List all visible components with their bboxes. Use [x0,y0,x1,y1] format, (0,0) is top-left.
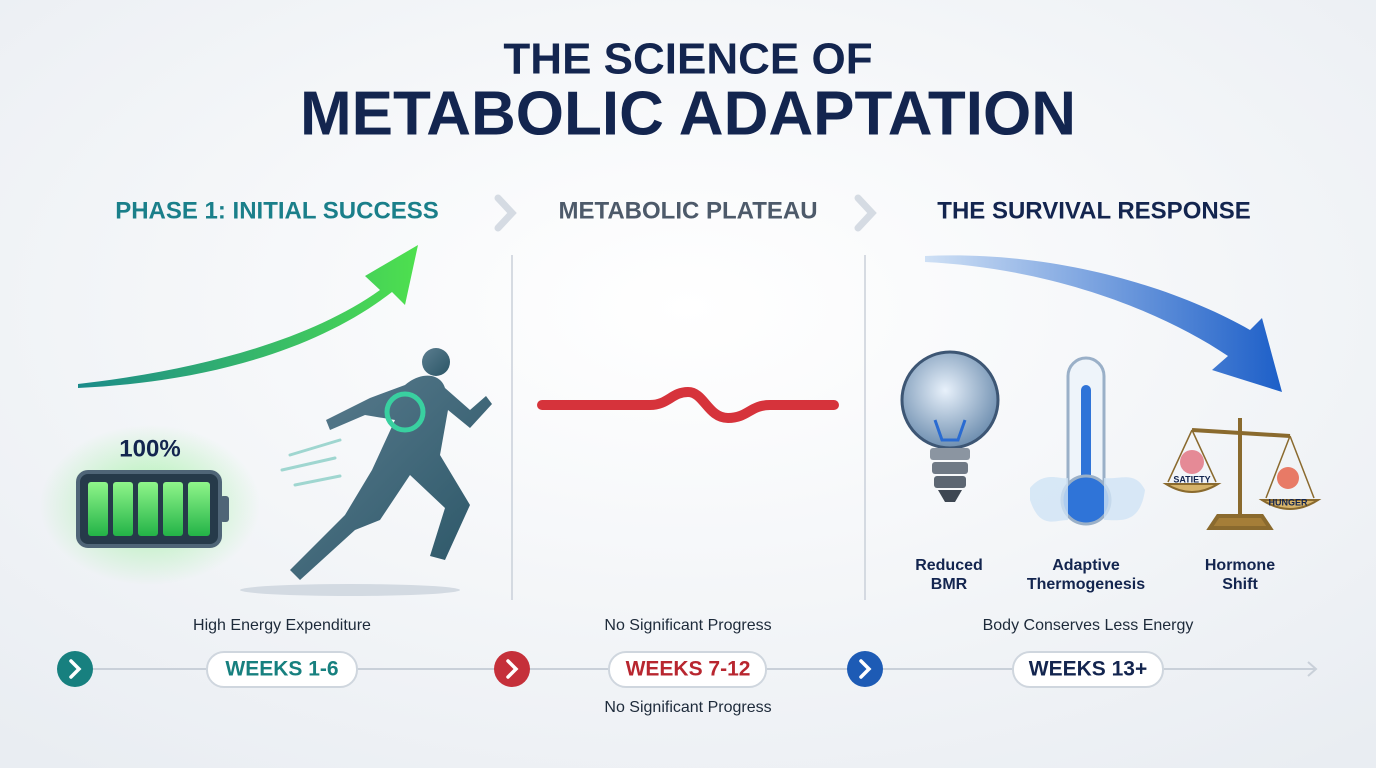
shadow [240,584,460,596]
gear-icon [384,391,426,433]
icon-label: Reduced [915,557,983,574]
runner [290,348,492,580]
caption: No Significant Progress [604,699,771,716]
chevron [854,194,877,232]
flat-line [537,386,839,424]
week-pill [206,651,358,688]
battery-label: 100% [119,435,180,462]
scale-label: SATIETY [1173,474,1210,484]
caption: High Energy Expenditure [193,617,371,634]
phase-heading: THE SURVIVAL RESPONSE [937,197,1250,224]
stomach-icon [1277,467,1299,489]
battery-cells [88,482,210,536]
lightbulb [900,350,1000,502]
icon-label: Shift [1222,576,1258,593]
speed-lines [280,438,342,487]
title-line1: THE SCIENCE OF [503,35,872,84]
phase-heading: PHASE 1: INITIAL SUCCESS [115,197,439,224]
week-label: WEEKS 13+ [1029,658,1147,681]
icon-label: Thermogenesis [1027,576,1145,593]
thermometer [1030,356,1145,526]
scale [1162,418,1322,530]
title-line2: METABOLIC ADAPTATION [300,79,1076,148]
scale-label: HUNGER [1268,497,1308,507]
icon-label: Hormone [1205,557,1275,574]
timeline-end [1307,661,1318,677]
brain-icon [1180,450,1204,474]
icon-label: BMR [931,576,968,593]
timeline-nodes [57,651,883,687]
icon-label: Adaptive [1052,557,1120,574]
chevron [494,194,517,232]
falling-arrow [925,255,1282,392]
week-pill [608,651,767,688]
caption: No Significant Progress [604,617,771,634]
week-pill [1012,651,1164,688]
rising-arrow [78,245,418,388]
phase-heading: METABOLIC PLATEAU [558,197,817,224]
battery-tip [220,496,229,522]
week-label: WEEKS 7-12 [626,658,751,681]
caption: Body Conserves Less Energy [983,617,1194,634]
week-label: WEEKS 1-6 [225,658,338,681]
